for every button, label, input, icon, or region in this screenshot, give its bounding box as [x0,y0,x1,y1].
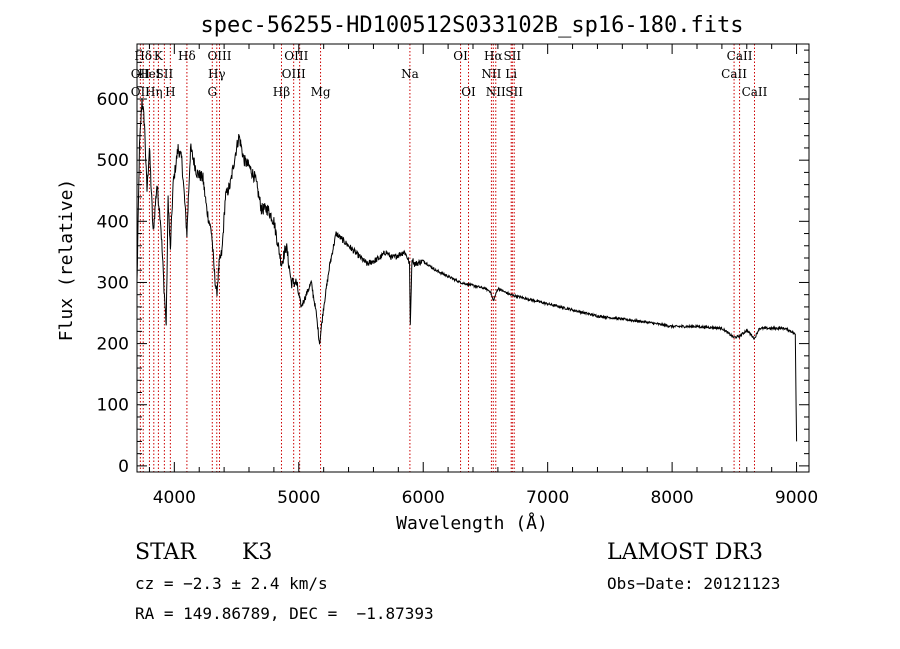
marker-label-4: HeI [138,67,161,81]
marker-label-23: NII [486,85,506,99]
chart-title: spec-56255-HD100512S033102B_sp16-180.fit… [200,13,743,38]
y-axis-ticks: 0 100 200 300 400 500 600 [97,49,809,477]
spectrum-line [136,98,798,442]
marker-label-1: K [154,49,164,63]
x-axis-ticks: 4000 5000 6000 7000 8000 9000 [148,44,818,508]
marker-label-2: Hδ [178,49,196,63]
x-axis-label: Wavelength (Å) [396,512,548,534]
y-tick-label-500: 500 [97,151,129,171]
marker-label-17: OI [453,49,468,63]
marker-label-7: Hγ [208,67,226,81]
y-tick-label-400: 400 [97,212,129,232]
marker-label-21: NII [481,67,501,81]
line-markers [139,44,755,472]
marker-label-22: Li [505,67,517,81]
coordinates: RA = 149.86789, DEC = −1.87393 [135,604,434,623]
marker-label-27: CaII [742,85,768,99]
marker-label-13: OIII [284,49,308,63]
marker-label-9: OII [131,85,151,99]
y-tick-label-0: 0 [118,457,129,477]
object-subclass: K3 [242,540,272,565]
marker-label-6: OIII [207,49,231,63]
marker-label-15: Mg [311,85,331,99]
marker-label-16: Na [401,67,419,81]
x-tick-label-7000: 7000 [526,488,569,508]
object-class: STAR [135,540,197,565]
marker-label-14: OIII [282,67,306,81]
y-tick-label-300: 300 [97,273,129,293]
marker-label-20: SII [503,49,521,63]
x-tick-label-9000: 9000 [775,488,818,508]
x-tick-label-8000: 8000 [650,488,693,508]
marker-label-0: Hδ [134,49,152,63]
marker-label-8: G [207,85,217,99]
marker-label-12: Hβ [273,85,290,99]
marker-label-24: SII [505,85,523,99]
marker-label-5: SII [156,67,174,81]
x-tick-label-4000: 4000 [153,488,196,508]
y-tick-label-200: 200 [97,335,129,355]
x-tick-label-5000: 5000 [277,488,320,508]
cz-value: cz = −2.3 ± 2.4 km/s [135,574,328,593]
plot-frame [136,43,810,473]
marker-label-26: CaII [721,67,747,81]
marker-label-25: CaII [727,49,753,63]
marker-label-19: Hα [484,49,503,63]
marker-label-18: OI [461,85,476,99]
y-tick-label-100: 100 [97,396,129,416]
survey-name: LAMOST DR3 [607,540,763,565]
marker-label-11: H [165,85,175,99]
x-tick-label-6000: 6000 [402,488,445,508]
y-tick-label-600: 600 [97,90,129,110]
obs-date: Obs−Date: 20121123 [607,574,780,593]
marker-label-10: Hη [145,85,163,99]
y-axis-label: Flux (relative) [56,179,77,342]
marker-label-3: OII [131,67,151,81]
